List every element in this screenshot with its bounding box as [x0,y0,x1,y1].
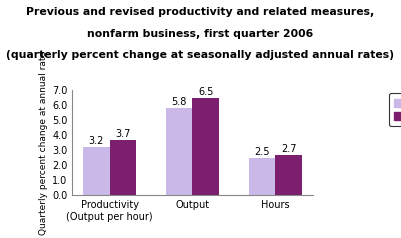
Bar [192,98,219,195]
Legend: Previous, Revised: Previous, Revised [389,93,401,126]
Bar [83,147,109,195]
Text: (quarterly percent change at seasonally adjusted annual rates): (quarterly percent change at seasonally … [6,50,395,60]
Text: 3.7: 3.7 [115,129,131,139]
Bar [166,108,192,195]
Text: 5.8: 5.8 [172,97,187,107]
Text: nonfarm business, first quarter 2006: nonfarm business, first quarter 2006 [87,29,314,39]
Bar [275,155,302,195]
Text: 2.7: 2.7 [281,144,296,154]
Text: Previous and revised productivity and related measures,: Previous and revised productivity and re… [26,7,375,17]
Text: 6.5: 6.5 [198,87,213,97]
Text: 3.2: 3.2 [89,136,104,146]
Y-axis label: Quarterly percent change at annual rate: Quarterly percent change at annual rate [39,51,48,235]
Text: 2.5: 2.5 [254,147,270,157]
Bar [109,140,136,195]
Bar [249,158,275,195]
